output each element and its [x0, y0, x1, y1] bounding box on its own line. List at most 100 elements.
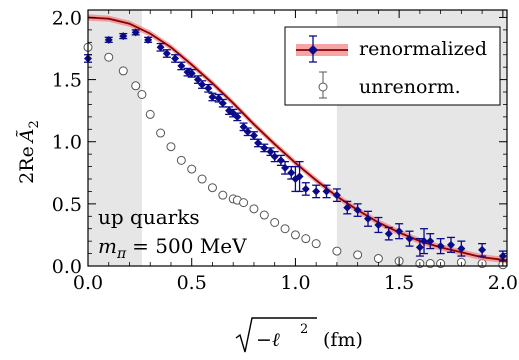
renormalized-marker: [374, 220, 383, 229]
unrenorm-point: [301, 234, 311, 244]
renormalized-point: [144, 35, 153, 44]
unrenorm-point: [249, 204, 259, 214]
renormalized-point: [446, 236, 455, 253]
y-tick-label: 0.0: [52, 256, 82, 278]
renormalized-marker: [498, 252, 507, 261]
unrenorm-marker: [166, 142, 176, 152]
renormalized-marker: [187, 69, 196, 78]
renormalized-marker: [281, 163, 290, 172]
unrenorm-point: [259, 210, 269, 220]
unrenorm-marker: [332, 246, 342, 256]
x-label-unit: (fm): [323, 329, 363, 351]
renormalized-point: [384, 226, 393, 241]
renormalized-point: [374, 216, 383, 234]
renormalized-marker: [243, 127, 252, 136]
annotation-pion-mass: mπ = 500 MeV: [98, 234, 247, 262]
renormalized-point: [312, 184, 321, 199]
unrenorm-point: [156, 128, 166, 138]
x-label-power: 2: [300, 322, 308, 337]
legend: renormalized unrenorm.: [284, 26, 501, 106]
legend-unrenorm-label: unrenorm.: [359, 76, 461, 98]
unrenorm-point: [118, 66, 128, 76]
renormalized-marker: [260, 143, 269, 152]
renormalized-point: [156, 42, 165, 52]
unrenorm-marker: [104, 52, 114, 62]
annotation-quark-flavor: up quarks: [98, 205, 200, 229]
unrenorm-point: [207, 183, 217, 193]
renormalized-marker: [426, 237, 435, 246]
unrenorm-marker: [218, 190, 228, 200]
legend-renormalized-label: renormalized: [359, 38, 487, 60]
renormalized-point: [187, 69, 196, 78]
renormalized-marker: [353, 206, 362, 215]
unrenorm-marker: [280, 224, 290, 234]
renormalized-point: [405, 230, 414, 247]
renormalized-point: [364, 210, 373, 227]
renormalized-marker: [198, 80, 207, 89]
renormalized-marker: [276, 156, 285, 165]
renormalized-marker: [420, 237, 429, 246]
axes: 0.0 0.5 1.0 1.5 2.0 0.0 0.5 1.0 1.5 2.0: [52, 7, 518, 294]
unrenorm-marker: [311, 239, 321, 249]
annotation-mass-sub: π: [116, 246, 127, 262]
renormalized-point: [295, 160, 304, 193]
renormalized-point: [218, 98, 227, 108]
unrenorm-point: [197, 174, 207, 184]
unrenorm-marker: [353, 250, 363, 260]
unrenorm-marker: [249, 204, 259, 214]
unrenorm-marker: [176, 155, 186, 165]
renormalized-marker: [156, 43, 165, 52]
renormalized-marker: [254, 138, 263, 147]
renormalized-marker: [436, 242, 445, 251]
y-label-symbol: Ã: [16, 128, 38, 144]
x-tick-label: 1.0: [280, 272, 310, 294]
y-label-sub: 2: [27, 120, 42, 128]
renormalized-marker: [162, 49, 171, 58]
unrenorm-point: [104, 52, 114, 62]
renormalized-point: [353, 203, 362, 217]
unrenorm-marker: [156, 128, 166, 138]
legend-unrenorm-marker: [318, 71, 328, 99]
renormalized-marker: [249, 131, 258, 140]
unrenorm-marker: [259, 210, 269, 220]
renormalized-marker: [332, 191, 341, 200]
renormalized-point: [426, 233, 435, 250]
renormalized-point: [162, 49, 171, 58]
renormalized-point: [420, 228, 429, 255]
unrenorm-point: [187, 164, 197, 174]
renormalized-point: [436, 238, 445, 255]
y-tick-label: 1.5: [52, 70, 82, 92]
renormalized-marker: [204, 84, 213, 93]
renormalized-marker: [193, 75, 202, 84]
renormalized-point: [233, 112, 242, 122]
sqrt-sign: [235, 317, 317, 353]
renormalized-point: [457, 240, 466, 257]
renormalized-marker: [322, 187, 331, 196]
unrenorm-point: [311, 239, 321, 249]
renormalized-marker: [218, 99, 227, 108]
renormalized-marker: [214, 94, 223, 103]
x-tick-label: 0.0: [73, 272, 103, 294]
annotation-mass-symbol: m: [98, 234, 117, 258]
renormalized-point: [208, 92, 217, 102]
renormalized-point: [291, 165, 300, 193]
legend-diamond: [308, 45, 318, 55]
renormalized-point: [171, 54, 180, 63]
renormalized-point: [204, 83, 213, 93]
renormalized-point: [281, 160, 290, 175]
unrenorm-marker: [197, 174, 207, 184]
renormalized-marker: [312, 187, 321, 196]
unrenorm-marker: [207, 183, 217, 193]
renormalized-point: [131, 28, 140, 37]
x-tick-label: 0.5: [177, 272, 207, 294]
unrenorm-point: [373, 254, 383, 264]
y-tick-label: 0.5: [52, 194, 82, 216]
renormalized-marker: [233, 112, 242, 121]
renormalized-marker: [119, 32, 128, 41]
legend-circle: [318, 82, 328, 92]
renormalized-marker: [295, 172, 304, 181]
renormalized-point: [177, 61, 186, 71]
y-label-main: 2Re: [16, 146, 38, 184]
renormalized-point: [322, 184, 331, 199]
